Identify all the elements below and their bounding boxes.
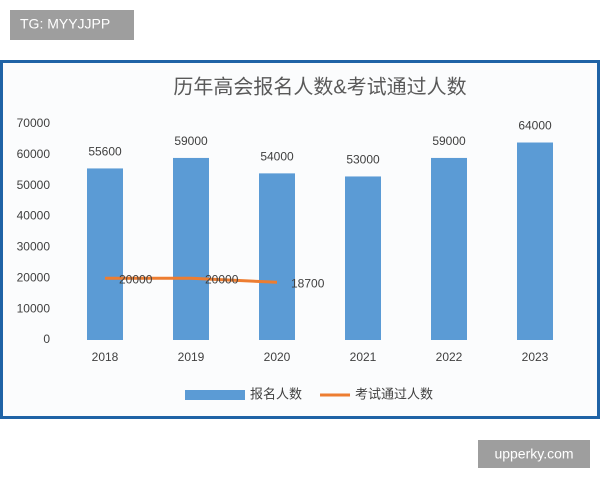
x-tick-label: 2020 (264, 350, 291, 364)
data-label: 64000 (518, 119, 552, 133)
x-tick-label: 2022 (436, 350, 463, 364)
bar (173, 157, 209, 340)
y-tick-label: 40000 (17, 209, 51, 223)
bar (259, 173, 295, 340)
header-tag: TG: MYYJJPP (20, 16, 110, 32)
y-tick-label: 30000 (17, 240, 51, 254)
y-tick-label: 10000 (17, 301, 51, 315)
bar (345, 176, 381, 340)
y-tick-label: 20000 (17, 270, 51, 284)
x-tick-label: 2018 (92, 350, 119, 364)
y-tick-label: 50000 (17, 178, 51, 192)
x-tick-label: 2019 (178, 350, 205, 364)
data-label: 54000 (260, 150, 294, 164)
data-label: 59000 (432, 134, 466, 148)
bar (87, 168, 123, 340)
chart-title: 历年高会报名人数&考试通过人数 (173, 75, 466, 98)
footer-box (478, 440, 590, 468)
x-tick-label: 2023 (522, 350, 549, 364)
y-tick-label: 0 (43, 332, 50, 346)
tag-box (10, 10, 134, 40)
data-label: 20000 (119, 272, 153, 286)
bar (431, 157, 467, 340)
legend-label: 报名人数 (250, 386, 302, 401)
data-label: 20000 (205, 272, 239, 286)
data-label: 53000 (346, 153, 380, 167)
data-label: 55600 (88, 145, 122, 159)
bar (517, 142, 553, 340)
x-tick-label: 2021 (350, 350, 377, 364)
legend-swatch (185, 390, 245, 400)
footer-tag: upperky.com (494, 446, 573, 462)
line (105, 276, 278, 284)
data-label: 18700 (291, 276, 325, 290)
y-tick-label: 70000 (17, 116, 51, 130)
data-label: 59000 (174, 134, 208, 148)
y-tick-label: 60000 (17, 147, 51, 161)
legend-label: 考试通过人数 (355, 386, 433, 401)
